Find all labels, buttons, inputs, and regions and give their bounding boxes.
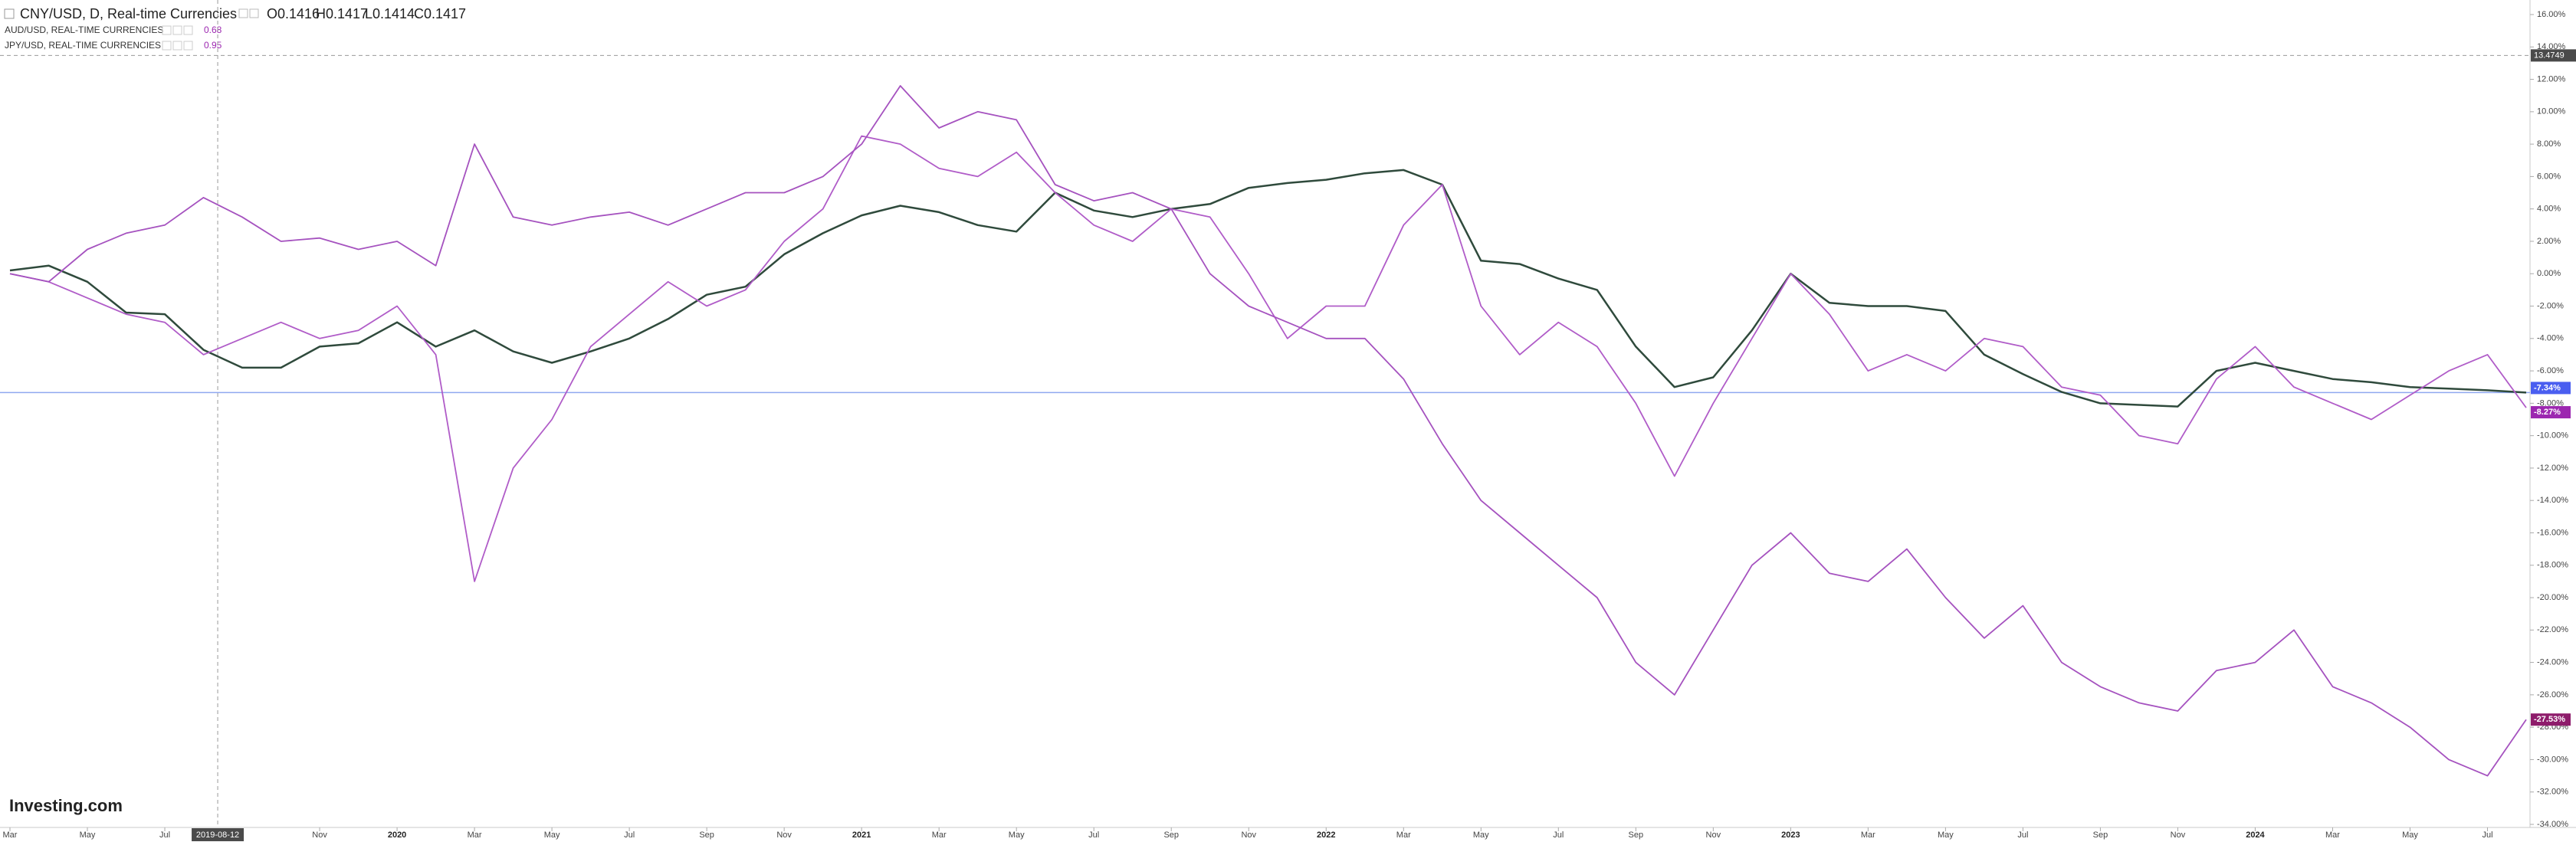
last-value-badge [2531,406,2571,419]
x-tick-label: 2022 [1317,831,1335,840]
last-value-badge [2531,382,2571,395]
crosshair-y-badge [2531,49,2576,62]
x-tick-label: Nov [776,831,792,840]
x-tick-label: Jul [1553,831,1564,840]
overlay-icon[interactable] [183,25,193,35]
y-tick-label: 10.00% [2537,107,2566,116]
y-tick-label: -8.00% [2537,398,2564,408]
x-tick-label: May [2402,831,2418,840]
overlay-icon[interactable] [162,25,172,35]
x-tick-label: May [1473,831,1489,840]
overlay-price: 0.68 [204,25,222,35]
overlay-icon[interactable] [162,41,172,51]
last-value-label: -27.53% [2534,715,2565,724]
y-tick-label: -12.00% [2537,464,2568,473]
y-tick-label: 14.00% [2537,42,2566,51]
last-value-badge [2531,713,2571,726]
x-tick-label: Jul [1088,831,1099,840]
overlay-icon[interactable] [172,25,182,35]
y-tick-label: 16.00% [2537,10,2566,19]
x-tick-label: Nov [312,831,327,840]
x-tick-label: May [1938,831,1954,840]
y-tick-label: -6.00% [2537,366,2564,375]
y-tick-label: -26.00% [2537,690,2568,699]
x-tick-label: 2021 [852,831,871,840]
x-tick-label: May [1009,831,1025,840]
overlay-price: 0.95 [204,40,222,51]
x-tick-label: Jul [2017,831,2028,840]
y-tick-label: -22.00% [2537,625,2568,634]
crosshair-x-badge [192,828,244,841]
y-tick-label: -18.00% [2537,561,2568,570]
crosshair-y-label: 13.4749 [2534,51,2565,60]
collapse-icon[interactable] [4,8,15,19]
ohlc-close: C0.1417 [414,6,466,21]
y-tick-label: 8.00% [2537,139,2561,149]
logo: Investing.com [9,796,123,815]
x-tick-label: Nov [1241,831,1256,840]
x-tick-label: Jul [2482,831,2492,840]
y-tick-label: -2.00% [2537,301,2564,310]
overlay-name: JPY/USD, REAL-TIME CURRENCIES [5,40,161,51]
x-tick-label: May [80,831,96,840]
x-tick-label: 2020 [388,831,406,840]
settings-icon[interactable] [238,8,248,18]
x-tick-label: Nov [2171,831,2186,840]
x-tick-label: Mar [1396,831,1411,840]
close-icon[interactable] [249,8,259,18]
y-tick-label: -32.00% [2537,788,2568,797]
series-line [9,85,2527,777]
x-tick-label: Mar [2325,831,2340,840]
y-tick-label: -20.00% [2537,593,2568,602]
y-tick-label: -34.00% [2537,820,2568,829]
y-tick-label: 12.00% [2537,74,2566,84]
series-line [9,135,2527,582]
x-tick-label: Mar [1861,831,1875,840]
x-tick-label: 2023 [1781,831,1800,840]
x-tick-label: Mar [3,831,18,840]
y-tick-label: 2.00% [2537,237,2561,246]
ohlc-high: H0.1417 [316,6,368,21]
x-tick-label: Jul [624,831,635,840]
crosshair-x-label: 2019-08-12 [196,831,239,840]
ohlc-open: O0.1416 [267,6,320,21]
series-line [9,169,2527,408]
overlay-icon[interactable] [172,41,182,51]
y-tick-label: 0.00% [2537,269,2561,278]
y-tick-label: -4.00% [2537,334,2564,343]
x-tick-label: May [544,831,560,840]
y-tick-label: -10.00% [2537,431,2568,441]
last-value-label: -8.27% [2534,408,2561,417]
y-tick-label: 4.00% [2537,205,2561,214]
overlay-icon[interactable] [183,41,193,51]
x-tick-label: Jul [159,831,170,840]
x-tick-label: Nov [1706,831,1721,840]
x-tick-label: Sep [2093,831,2108,840]
y-tick-label: -14.00% [2537,496,2568,505]
x-tick-label: Sep [1629,831,1644,840]
ohlc-low: L0.1414 [365,6,415,21]
y-tick-label: 6.00% [2537,172,2561,181]
x-tick-label: Mar [468,831,482,840]
x-tick-label: Sep [699,831,714,840]
y-tick-label: -24.00% [2537,658,2568,667]
x-tick-label: Mar [932,831,947,840]
y-tick-label: -16.00% [2537,528,2568,537]
chart-title: CNY/USD, D, Real-time Currencies [20,6,237,21]
y-tick-label: -30.00% [2537,755,2568,764]
overlay-name: AUD/USD, REAL-TIME CURRENCIES [5,25,163,35]
x-tick-label: 2024 [2246,831,2265,840]
last-value-label: -7.34% [2534,383,2561,392]
x-tick-label: Sep [1163,831,1179,840]
